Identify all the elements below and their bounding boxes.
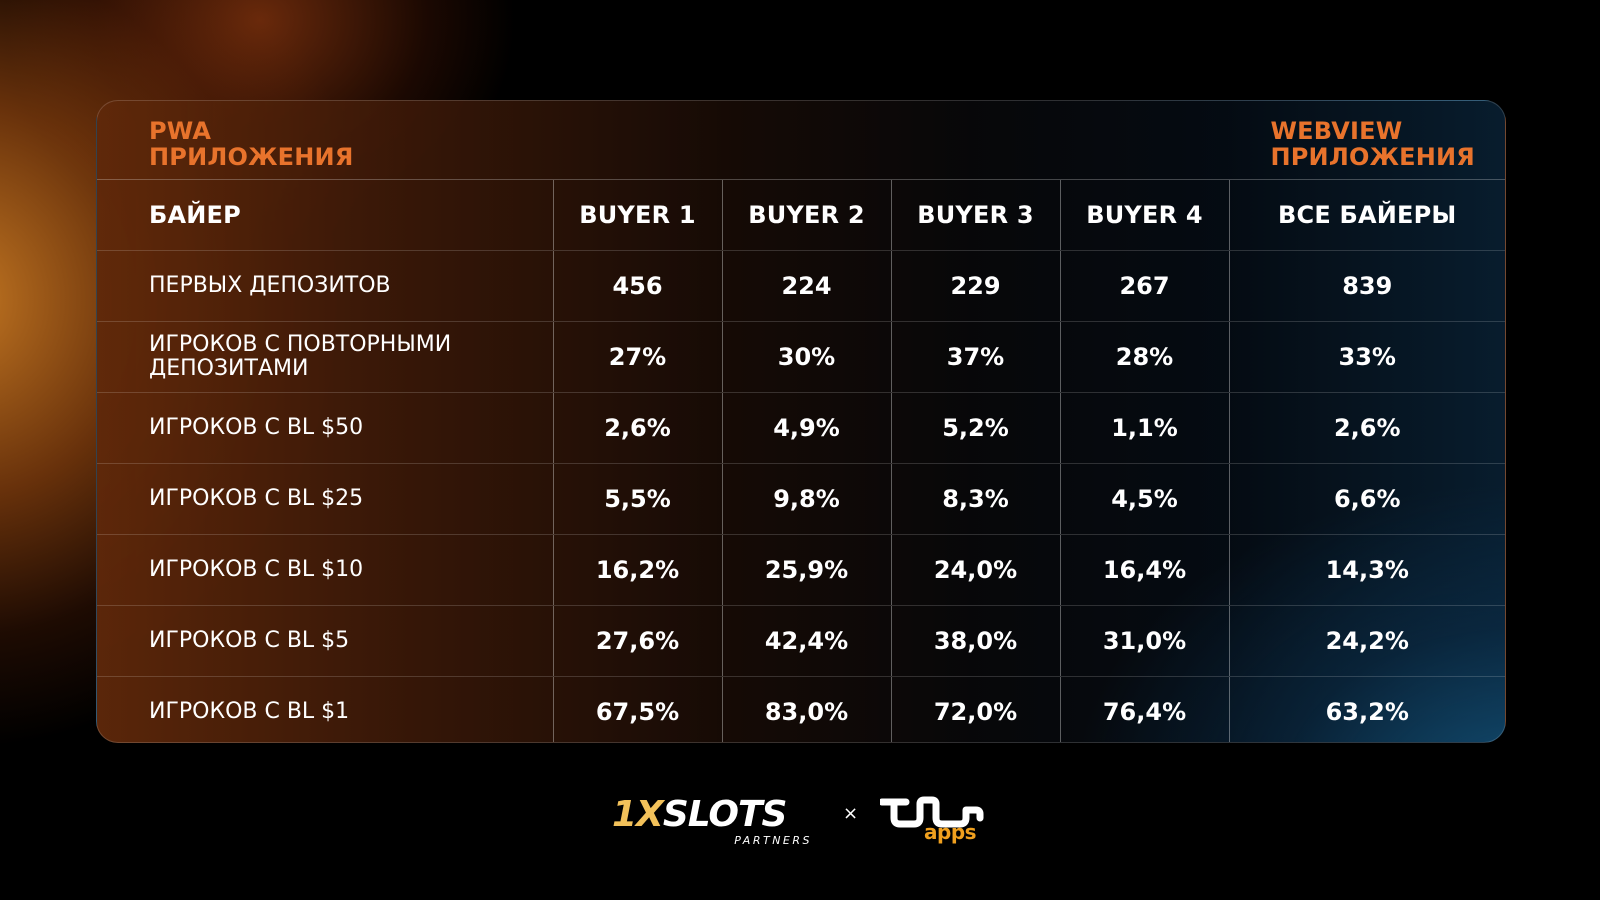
column-header: BUYER 3 xyxy=(890,180,1060,251)
stats-table: БАЙЕР BUYER 1 BUYER 2 BUYER 3 BUYER 4 ВС… xyxy=(97,180,1505,743)
table-cell: 27% xyxy=(552,321,722,393)
table-cell: 267 xyxy=(1059,250,1229,322)
row-label-line1: ПЕРВЫХ ДЕПОЗИТОВ xyxy=(149,273,391,298)
table-cell: 31,0% xyxy=(1059,605,1229,677)
column-header: BUYER 2 xyxy=(721,180,891,251)
row-label: ИГРОКОВ С BL $1 xyxy=(97,677,553,743)
times-separator: × xyxy=(843,803,859,824)
table-cell: 33% xyxy=(1228,321,1505,393)
pwa-label-line1: PWA xyxy=(149,117,212,145)
apps-logo-mark-icon xyxy=(880,796,984,828)
apps-wordmark: apps xyxy=(924,820,977,844)
table-cell: 229 xyxy=(890,250,1060,322)
table-row: ИГРОКОВ С BL $10 16,2% 25,9% 24,0% 16,4%… xyxy=(97,534,1505,606)
table-cell: 38,0% xyxy=(890,605,1060,677)
row-label: ИГРОКОВ С BL $25 xyxy=(97,463,553,535)
row-label: ИГРОКОВ С BL $5 xyxy=(97,605,553,677)
row-label-line1: ИГРОКОВ С BL $25 xyxy=(149,486,364,511)
row-label: ИГРОКОВ С BL $50 xyxy=(97,392,553,464)
row-label-line1: ИГРОКОВ С BL $10 xyxy=(149,557,364,582)
table-cell: 16,2% xyxy=(552,534,722,606)
table-cell: 6,6% xyxy=(1228,463,1505,535)
column-header: ВСЕ БАЙЕРЫ xyxy=(1228,180,1505,251)
column-header: BUYER 4 xyxy=(1059,180,1229,251)
card-header: PWA ПРИЛОЖЕНИЯ WEBVIEW ПРИЛОЖЕНИЯ xyxy=(97,101,1505,180)
table-cell: 5,2% xyxy=(890,392,1060,464)
table-cell: 24,0% xyxy=(890,534,1060,606)
row-label-line1: ИГРОКОВ С ПОВТОРНЫМИ xyxy=(149,332,452,357)
column-header: BUYER 1 xyxy=(552,180,722,251)
table-cell: 67,5% xyxy=(552,676,722,742)
table-cell: 28% xyxy=(1059,321,1229,393)
1xslots-main: SLOTS xyxy=(662,794,788,835)
row-label-line2: ДЕПОЗИТАМИ xyxy=(149,356,309,381)
table-cell: 25,9% xyxy=(721,534,891,606)
table-cell: 2,6% xyxy=(552,392,722,464)
table-cell: 224 xyxy=(721,250,891,322)
table-cell: 37% xyxy=(890,321,1060,393)
table-row: ПЕРВЫХ ДЕПОЗИТОВ 456 224 229 267 839 xyxy=(97,250,1505,322)
table-cell: 1,1% xyxy=(1059,392,1229,464)
table-cell: 76,4% xyxy=(1059,676,1229,742)
column-header: БАЙЕР xyxy=(97,180,553,251)
row-label: ИГРОКОВ С ПОВТОРНЫМИ ДЕПОЗИТАМИ xyxy=(97,321,553,393)
webview-label-line2: ПРИЛОЖЕНИЯ xyxy=(1270,143,1475,171)
table-cell: 4,9% xyxy=(721,392,891,464)
row-label: ИГРОКОВ С BL $10 xyxy=(97,534,553,606)
table-cell: 5,5% xyxy=(552,463,722,535)
table-cell: 9,8% xyxy=(721,463,891,535)
1xslots-partners-logo: 1XSLOTS PARTNERS xyxy=(612,796,812,854)
webview-label-line1: WEBVIEW xyxy=(1270,117,1403,145)
pwa-apps-label: PWA ПРИЛОЖЕНИЯ xyxy=(149,118,354,170)
row-label: ПЕРВЫХ ДЕПОЗИТОВ xyxy=(97,250,553,322)
table-row: ИГРОКОВ С BL $1 67,5% 83,0% 72,0% 76,4% … xyxy=(97,676,1505,743)
1xslots-prefix: 1X xyxy=(612,794,664,835)
table-row: ИГРОКОВ С BL $50 2,6% 4,9% 5,2% 1,1% 2,6… xyxy=(97,392,1505,464)
table-cell: 456 xyxy=(552,250,722,322)
row-label-line1: ИГРОКОВ С BL $1 xyxy=(149,699,350,724)
table-cell: 83,0% xyxy=(721,676,891,742)
pwa-label-line2: ПРИЛОЖЕНИЯ xyxy=(149,143,354,171)
apps-logo: apps xyxy=(880,796,990,852)
table-cell: 72,0% xyxy=(890,676,1060,742)
table-cell: 16,4% xyxy=(1059,534,1229,606)
table-cell: 30% xyxy=(721,321,891,393)
table-cell: 27,6% xyxy=(552,605,722,677)
webview-apps-label: WEBVIEW ПРИЛОЖЕНИЯ xyxy=(1270,118,1475,170)
comparison-card: PWA ПРИЛОЖЕНИЯ WEBVIEW ПРИЛОЖЕНИЯ БАЙЕР … xyxy=(96,100,1506,743)
table-row: ИГРОКОВ С ПОВТОРНЫМИ ДЕПОЗИТАМИ 27% 30% … xyxy=(97,321,1505,393)
table-cell: 839 xyxy=(1228,250,1505,322)
table-row: ИГРОКОВ С BL $5 27,6% 42,4% 38,0% 31,0% … xyxy=(97,605,1505,677)
table-cell: 8,3% xyxy=(890,463,1060,535)
partners-subtitle: PARTNERS xyxy=(734,834,812,847)
table-row: ИГРОКОВ С BL $25 5,5% 9,8% 8,3% 4,5% 6,6… xyxy=(97,463,1505,535)
1xslots-wordmark: 1XSLOTS xyxy=(612,794,788,835)
table-cell: 2,6% xyxy=(1228,392,1505,464)
partner-logos-footer: 1XSLOTS PARTNERS × apps xyxy=(0,796,1600,856)
table-cell: 14,3% xyxy=(1228,534,1505,606)
row-label-line1: ИГРОКОВ С BL $5 xyxy=(149,628,350,653)
table-cell: 4,5% xyxy=(1059,463,1229,535)
table-cell: 42,4% xyxy=(721,605,891,677)
row-label-line1: ИГРОКОВ С BL $50 xyxy=(149,415,364,440)
table-cell: 24,2% xyxy=(1228,605,1505,677)
table-cell: 63,2% xyxy=(1228,676,1505,742)
table-header-row: БАЙЕР BUYER 1 BUYER 2 BUYER 3 BUYER 4 ВС… xyxy=(97,180,1505,251)
